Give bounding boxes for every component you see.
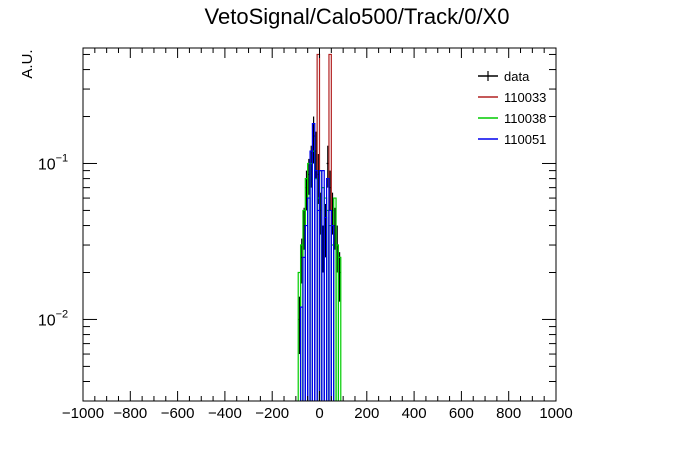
x-tick-label: 800 <box>496 405 521 422</box>
legend-label: data <box>504 69 530 84</box>
x-tick-label: 1000 <box>539 405 572 422</box>
legend-label: 110051 <box>504 132 546 147</box>
x-tick-label: 400 <box>402 405 427 422</box>
bin-110038-17 <box>337 256 342 401</box>
legend-item-data: data <box>478 69 530 84</box>
x-tick-label: 600 <box>449 405 474 422</box>
legend-label: 110038 <box>504 111 546 126</box>
x-tick-label: −400 <box>208 405 242 422</box>
y-axis: 10−2 10−1 <box>38 53 556 402</box>
legend: data 110033 110038 110051 <box>478 69 546 147</box>
legend-item-110051: 110051 <box>478 132 546 147</box>
series-110051 <box>299 123 335 401</box>
y-axis-label: A.U. <box>19 49 36 78</box>
legend-label: 110033 <box>504 90 546 105</box>
series-data <box>298 116 341 355</box>
x-tick-label: −1000 <box>62 405 104 422</box>
x-tick-label: −600 <box>161 405 195 422</box>
bin-110051-13 <box>330 224 335 401</box>
x-tick-label: −800 <box>113 405 147 422</box>
x-tick-label: 200 <box>354 405 379 422</box>
y-tick-label: 10−1 <box>38 152 68 173</box>
x-tick-label: 0 <box>315 405 323 422</box>
chart-title: VetoSignal/Calo500/Track/0/X0 <box>205 4 510 29</box>
legend-item-110038: 110038 <box>478 111 546 126</box>
legend-item-110033: 110033 <box>478 90 546 105</box>
y-tick-label: 10−2 <box>38 308 68 329</box>
x-tick-label: −200 <box>255 405 289 422</box>
x-axis: −1000 −800 −600 −400 −200 0 200 400 600 800 1000 <box>62 48 573 422</box>
plot-area <box>297 53 342 401</box>
